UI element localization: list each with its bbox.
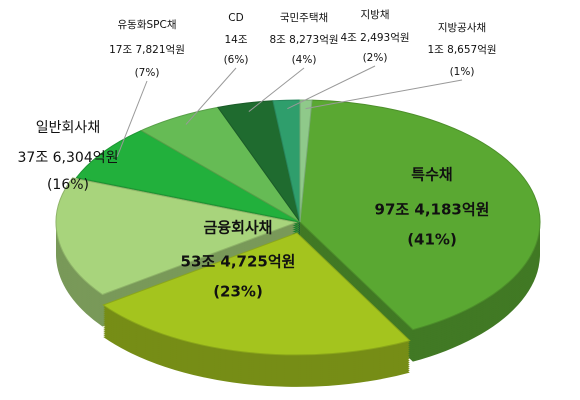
percent-label: (4%) (292, 54, 317, 66)
slice (55, 177, 298, 296)
value-label: 37조 6,304억원 (18, 150, 119, 166)
category-label: 유동화SPC채 (118, 19, 177, 31)
slice (299, 99, 541, 331)
value-label: 1조 8,657억원 (427, 44, 496, 56)
category-label: 특수채 (411, 166, 452, 184)
percent-label: (1%) (450, 66, 475, 78)
percent-label: (7%) (135, 67, 160, 79)
leader-line (116, 80, 148, 158)
category-label: 지방공사채 (438, 22, 486, 34)
value-label: 53조 4,725억원 (181, 253, 296, 271)
percent-label: (23%) (213, 283, 263, 301)
value-label: 8조 8,273억원 (269, 34, 338, 46)
value-label: 4조 2,493억원 (340, 32, 409, 44)
leader-line (185, 67, 237, 125)
value-label: 97조 4,183억원 (375, 201, 490, 219)
percent-label: (6%) (224, 54, 249, 66)
category-label: 국민주택채 (280, 12, 328, 24)
percent-label: (16%) (47, 177, 89, 193)
category-label: CD (228, 12, 243, 24)
percent-label: (41%) (407, 231, 457, 249)
leader-line (287, 65, 376, 110)
value-label: 14조 (224, 34, 247, 46)
percent-label: (2%) (363, 52, 388, 64)
leader-line (248, 67, 305, 112)
category-label: 금융회사채 (203, 219, 272, 237)
category-label: 지방채 (361, 9, 390, 21)
leader-line (305, 79, 463, 110)
category-label: 일반회사채 (36, 120, 100, 136)
value-label: 17조 7,821억원 (109, 44, 185, 56)
slice (102, 232, 411, 356)
slice (75, 129, 301, 223)
